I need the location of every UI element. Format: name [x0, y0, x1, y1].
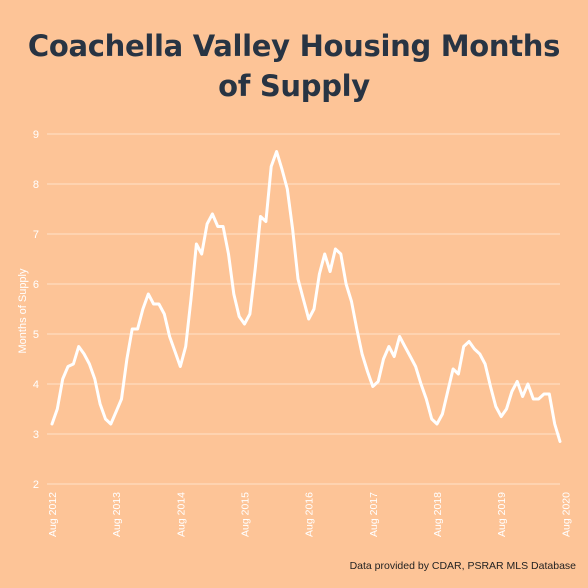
series-line	[50, 150, 562, 443]
chart-title: Coachella Valley Housing Months of Suppl…	[0, 26, 588, 106]
x-tick-label: Aug 2019	[496, 492, 508, 537]
x-tick-label: Aug 2018	[432, 492, 444, 537]
y-tick-label: 6	[33, 279, 39, 291]
x-tick-label: Aug 2015	[240, 492, 252, 537]
x-tick-label: Aug 2016	[304, 492, 316, 537]
grid-lines	[47, 133, 560, 485]
y-tick-label: 2	[33, 479, 39, 491]
y-tick-label: 7	[33, 229, 39, 241]
x-tick-labels: Aug 2012 Aug 2013 Aug 2014 Aug 2015 Aug 2016…	[47, 492, 572, 537]
chart-title-line-1: Coachella Valley Housing Months	[27, 29, 561, 63]
x-tick-label: Aug 2020	[560, 492, 572, 537]
x-tick-label: Aug 2013	[111, 492, 123, 537]
x-tick-label: Aug 2012	[47, 492, 59, 537]
y-tick-label: 9	[33, 129, 39, 141]
y-tick-label: 8	[33, 179, 39, 191]
y-tick-labels: 2 3 4 5 6 7 8 9	[33, 129, 39, 491]
y-tick-label: 5	[33, 329, 39, 341]
source-note: Data provided by CDAR, PSRAR MLS Databas…	[349, 560, 576, 572]
x-tick-label: Aug 2014	[175, 492, 187, 537]
y-axis-label: Months of Supply	[17, 268, 29, 353]
y-tick-label: 3	[33, 429, 39, 441]
chart-title-line-2: of Supply	[218, 69, 370, 103]
y-tick-label: 4	[33, 379, 39, 391]
x-tick-label: Aug 2017	[368, 492, 380, 537]
